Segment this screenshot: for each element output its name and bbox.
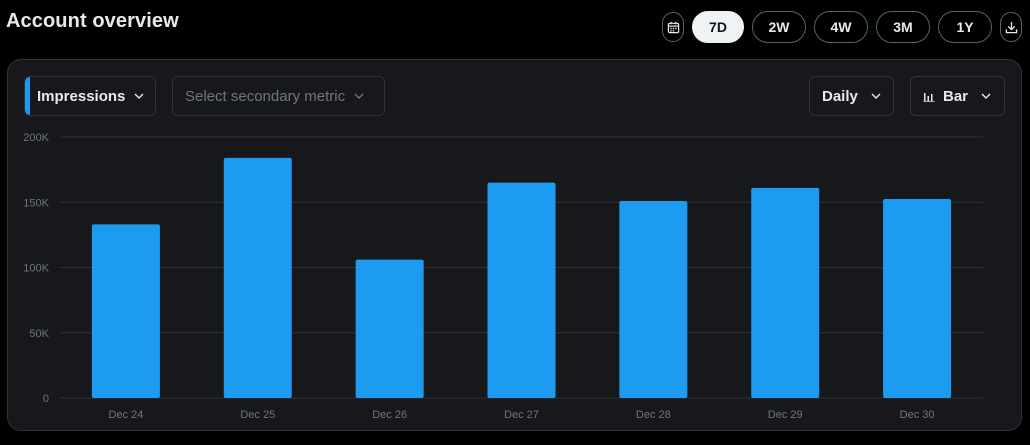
chart-card: Impressions Select secondary metric Dail… [7,59,1022,431]
range-1y-button[interactable]: 1Y [938,11,992,43]
x-tick-label: Dec 26 [372,409,407,421]
range-2w-button[interactable]: 2W [752,11,806,43]
chevron-down-icon [981,93,991,99]
calendar-button[interactable] [662,12,684,42]
x-tick-label: Dec 28 [636,409,671,421]
bar-dec-30[interactable] [883,198,952,398]
secondary-metric-placeholder: Select secondary metric [185,87,346,105]
chevron-down-icon [871,93,881,99]
download-icon [1005,21,1017,33]
x-tick-label: Dec 30 [900,409,935,421]
date-range-selector: 7D 2W 4W 3M 1Y [662,11,1022,43]
bar-dec-29[interactable] [751,187,820,398]
y-tick-label: 50K [29,328,49,340]
page-title: Account overview [6,10,179,32]
x-tick-label: Dec 24 [108,409,143,421]
y-tick-label: 200K [23,132,49,144]
chart-type-label: Bar [943,87,969,105]
secondary-metric-select[interactable]: Select secondary metric [172,76,385,116]
bar-dec-25[interactable] [223,157,292,398]
x-tick-label: Dec 27 [504,409,539,421]
download-button[interactable] [1000,12,1022,42]
bar-dec-28[interactable] [619,200,688,398]
x-tick-label: Dec 25 [240,409,275,421]
primary-metric-label: Impressions [37,87,126,105]
y-tick-label: 0 [43,393,49,405]
chart-type-select[interactable]: Bar [910,76,1005,116]
bar-dec-24[interactable] [91,224,160,398]
y-tick-label: 150K [23,197,49,209]
x-tick-label: Dec 29 [768,409,803,421]
bar-chart-icon [923,93,935,102]
range-3m-button[interactable]: 3M [876,11,930,43]
y-tick-label: 100K [23,263,49,275]
primary-metric-select[interactable]: Impressions [24,76,156,116]
bar-dec-27[interactable] [487,182,556,398]
interval-label: Daily [822,87,858,105]
bar-dec-26[interactable] [355,259,424,398]
chevron-down-icon [134,93,144,99]
range-4w-button[interactable]: 4W [814,11,868,43]
range-7d-button[interactable]: 7D [692,11,744,43]
calendar-icon [667,21,679,33]
impressions-bar-chart: 0 50K 100K 150K 200K Dec 24 Dec 25 Dec 26 Dec 27… [23,132,983,421]
chevron-down-icon [354,93,364,99]
metric-color-indicator [25,77,30,115]
interval-select[interactable]: Daily [809,76,894,116]
